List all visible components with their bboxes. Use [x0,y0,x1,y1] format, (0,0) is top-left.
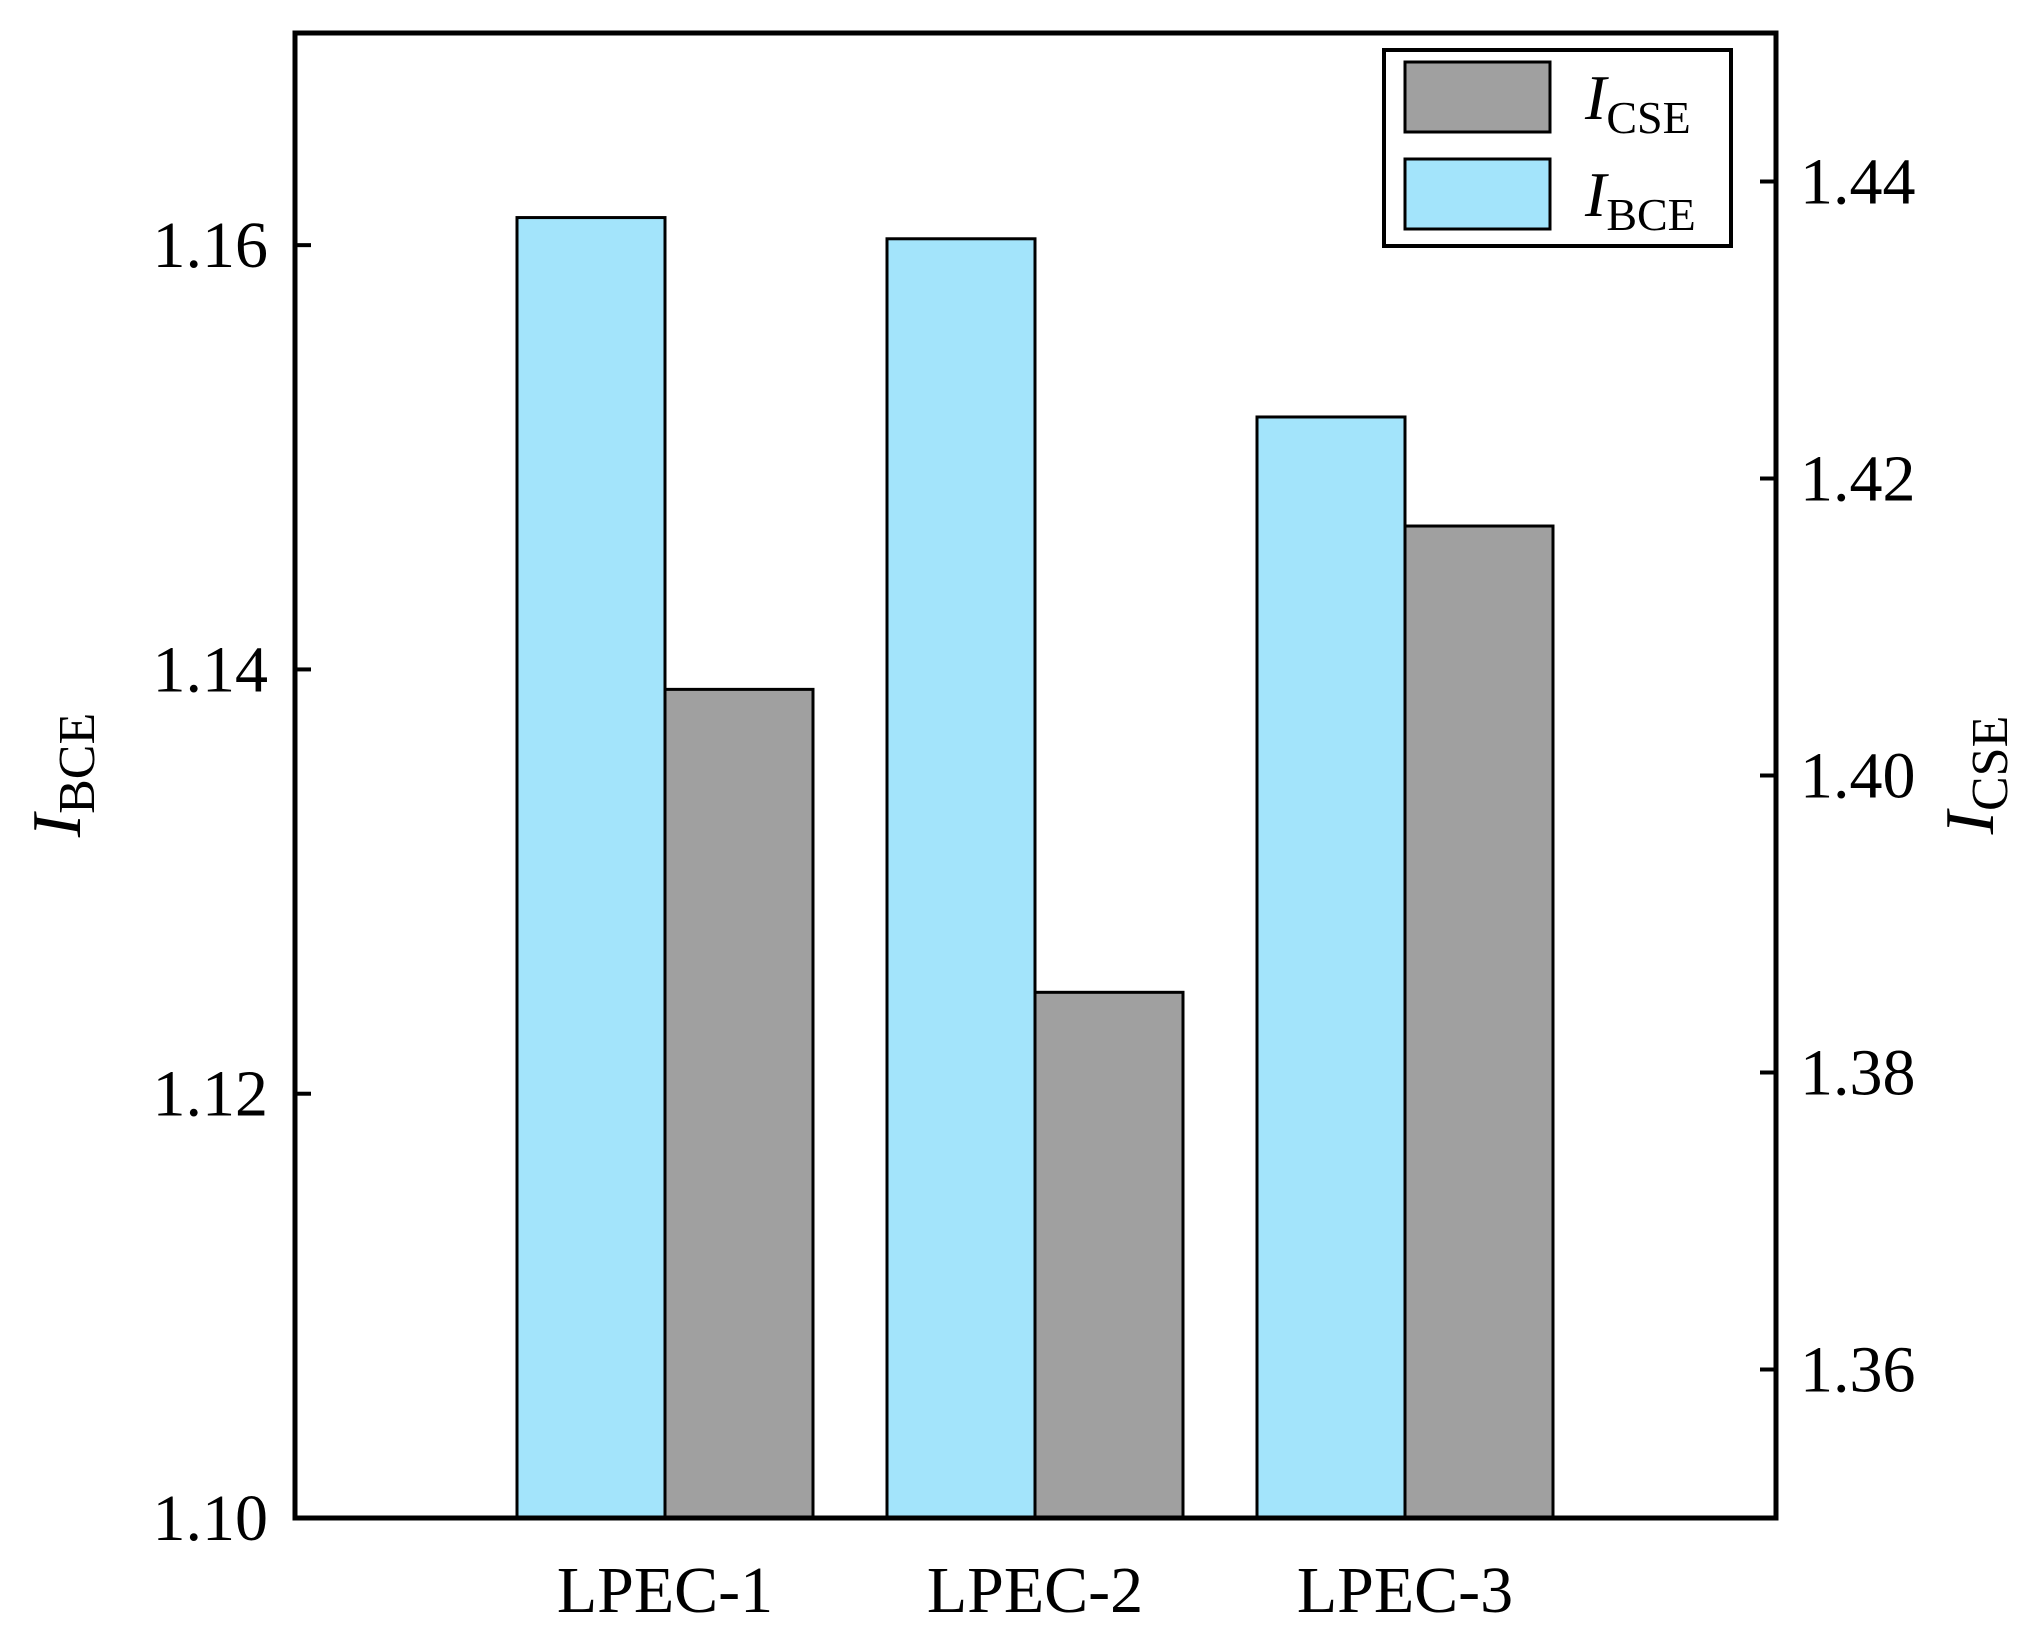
left-tick-label: 1.12 [153,1058,269,1131]
bar-icse-lpec-2 [1033,990,1185,1520]
right-axis-title: ICSE [1932,716,2019,836]
x-tick-label: LPEC-3 [1297,1554,1513,1627]
bar-ibce-lpec-3 [1255,415,1407,1520]
right-tick-label: 1.42 [1800,443,1916,516]
legend-label-i-bce-main: I [1584,159,1609,230]
bars-layer [515,216,1555,1520]
right-tick-label: 1.40 [1800,740,1916,813]
legend-label-i-cse-main: I [1584,62,1609,133]
legend-label-i-cse: ICSE [1584,62,1691,143]
left-tick-label: 1.10 [153,1482,269,1555]
right-axis-title-group: ICSE [1932,716,2019,836]
legend-label-i-cse-sub: CSE [1606,92,1690,143]
legend-label-i-bce: IBCE [1584,159,1696,240]
bar-icse-lpec-3 [1403,524,1555,1520]
axes-layer: LPEC-1 LPEC-2 LPEC-3 1.10 1.12 1.14 1.16 1.36 1.… [19,30,2019,1627]
x-tick-label: LPEC-1 [557,1554,773,1627]
left-axis-title: IBCE [19,713,106,838]
bar-icse-lpec-1 [663,687,815,1520]
left-axis-title-main: I [19,810,96,838]
legend-label-i-bce-sub: BCE [1606,189,1695,240]
x-tick-label: LPEC-2 [927,1554,1143,1627]
left-tick-label: 1.16 [153,209,269,282]
right-tick-label: 1.38 [1800,1037,1916,1110]
left-axis-title-group: IBCE [19,713,106,838]
legend-swatch-i-cse [1403,60,1552,134]
bar-ibce-lpec-1 [515,216,667,1520]
left-axis-title-sub: BCE [49,713,106,814]
right-tick-label: 1.36 [1800,1334,1916,1407]
right-tick-label: 1.44 [1800,146,1916,219]
bar-ibce-lpec-2 [885,237,1037,1520]
right-axis-title-sub: CSE [1962,716,2019,811]
left-tick-label: 1.14 [153,633,269,706]
legend-swatch-i-bce [1403,157,1552,231]
right-axis-title-main: I [1932,807,2009,835]
